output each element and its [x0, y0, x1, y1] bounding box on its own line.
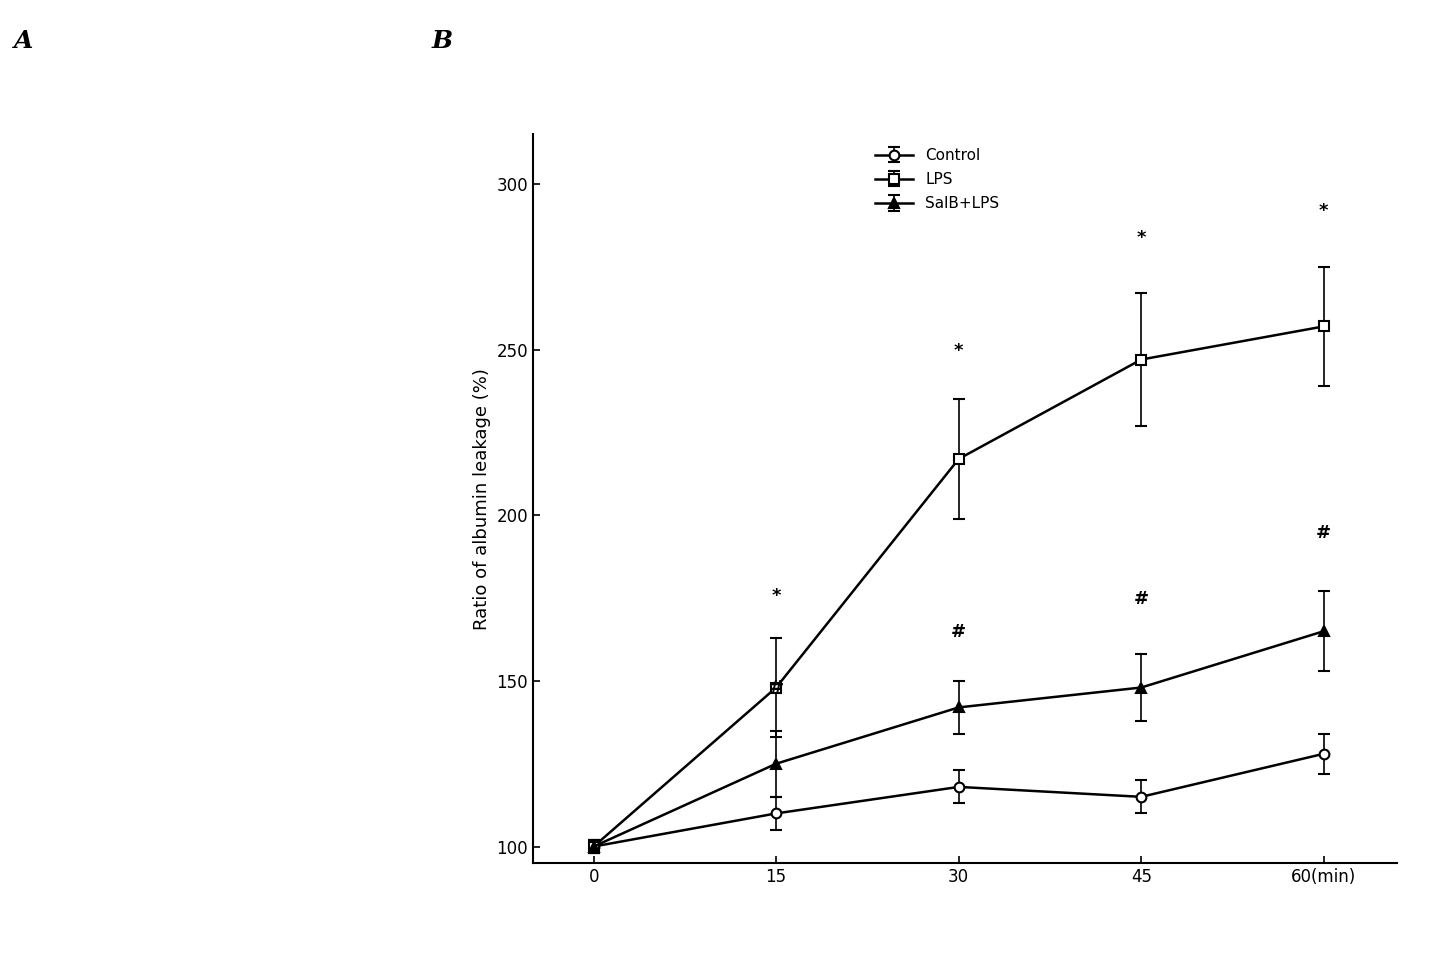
- Point: [189, 163, 212, 178]
- Text: 0 20 100: 0 20 100: [399, 72, 435, 81]
- Text: a2: a2: [91, 369, 108, 382]
- Point: [333, 568, 356, 583]
- Text: 0 1 100 m: 0 1 100 m: [393, 667, 435, 675]
- Point: [317, 545, 340, 560]
- Text: *: *: [1136, 229, 1146, 246]
- Text: *: *: [953, 341, 963, 360]
- Text: 0 1 0.5 m: 0 1 0.5 m: [396, 369, 435, 378]
- Point: [281, 517, 304, 532]
- Point: [233, 234, 256, 249]
- Point: [179, 149, 202, 164]
- Point: [252, 247, 275, 263]
- Point: [196, 205, 219, 221]
- Text: a1: a1: [91, 72, 108, 84]
- Polygon shape: [281, 462, 318, 497]
- Text: #: #: [769, 680, 783, 697]
- Text: *: *: [772, 587, 780, 605]
- Y-axis label: Ratio of albumin leakage (%): Ratio of albumin leakage (%): [472, 367, 491, 630]
- Text: *: *: [1319, 202, 1329, 221]
- Text: B: B: [432, 29, 454, 53]
- Text: #: #: [952, 623, 966, 642]
- Text: #: #: [1316, 524, 1332, 542]
- Point: [181, 192, 204, 207]
- Polygon shape: [307, 439, 428, 548]
- Point: [207, 220, 230, 235]
- Polygon shape: [380, 558, 439, 615]
- Text: A: A: [14, 29, 33, 53]
- Point: [200, 177, 223, 193]
- Text: a3: a3: [91, 667, 108, 679]
- Legend: Control, LPS, SalB+LPS: Control, LPS, SalB+LPS: [868, 142, 1005, 218]
- Polygon shape: [79, 199, 134, 233]
- Text: #: #: [1133, 590, 1149, 608]
